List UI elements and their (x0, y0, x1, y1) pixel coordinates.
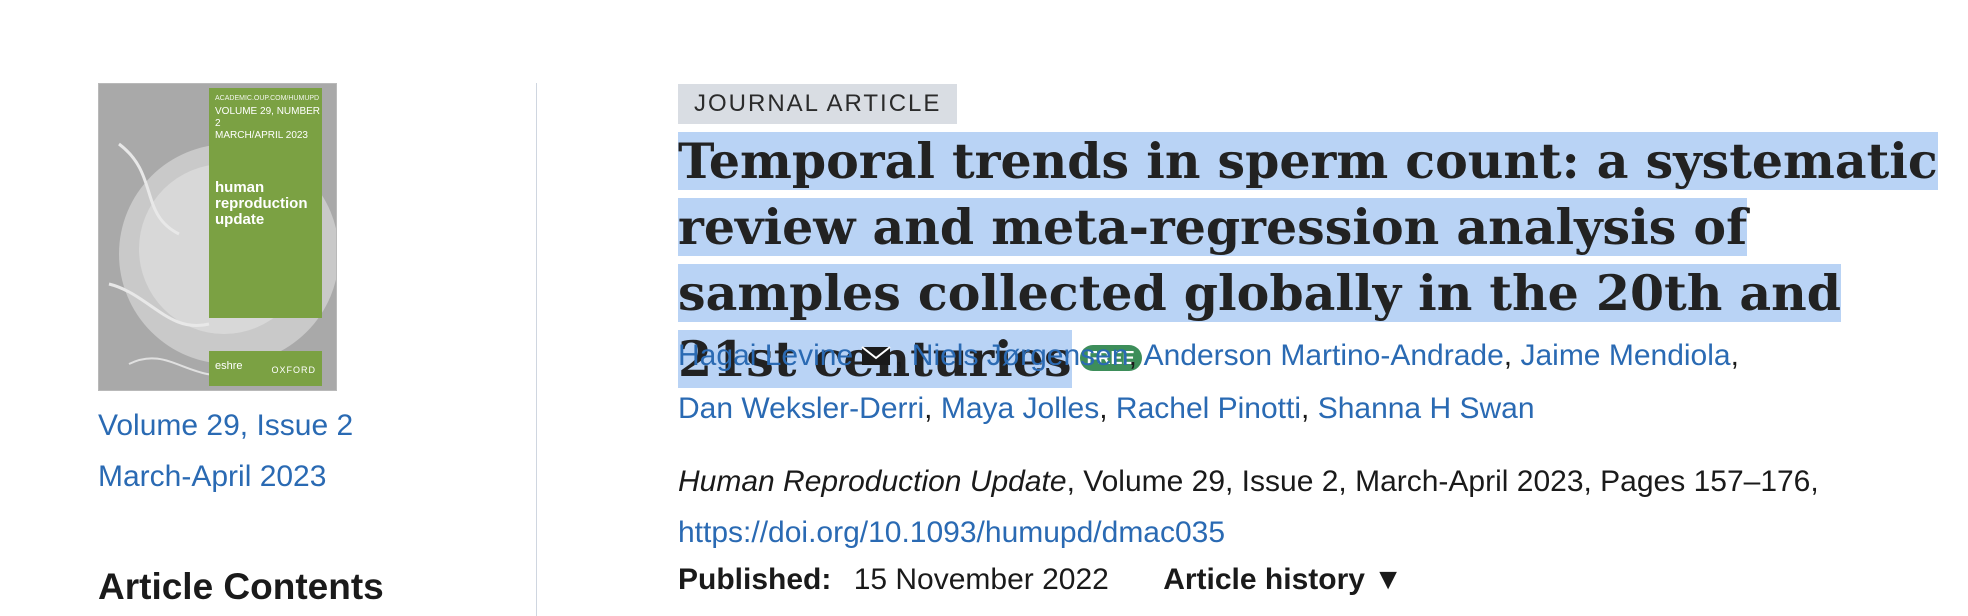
doi-link[interactable]: https://doi.org/10.1093/humupd/dmac035 (678, 516, 1226, 549)
oxford-logo: OXFORD (271, 365, 316, 375)
free-access-badge: FREE (1079, 344, 1142, 371)
article-history-toggle[interactable]: Article history ▼ (1163, 563, 1403, 596)
envelope-icon[interactable] (861, 332, 891, 383)
author-link[interactable]: Maya Jolles (940, 391, 1100, 425)
author-link[interactable]: Dan Weksler-Derri (678, 391, 925, 425)
author-link[interactable]: Rachel Pinotti (1115, 391, 1302, 425)
cover-volume: VOLUME 29, NUMBER 2 MARCH/APRIL 2023 (215, 106, 321, 141)
eshre-logo: eshre (215, 360, 243, 372)
author-link[interactable]: Jaime Mendiola (1520, 339, 1731, 372)
author-link[interactable]: Anderson Martino-Andrade (1143, 339, 1504, 372)
article-contents-heading: Article Contents (98, 566, 384, 607)
author-link[interactable]: Shanna H Swan (1317, 391, 1535, 425)
published-date: 15 November 2022 (853, 563, 1109, 596)
citation-details: , Volume 29, Issue 2, March-April 2023, … (1066, 465, 1819, 498)
article-type-badge: JOURNAL ARTICLE (678, 84, 958, 124)
citation: Human Reproduction Update, Volume 29, Is… (678, 456, 1948, 558)
author-link[interactable]: Hagai Levine (678, 339, 854, 372)
author-link[interactable]: Niels Jørgensen (911, 339, 1129, 372)
journal-cover-image[interactable]: ACADEMIC.OUP.COM/HUMUPD VOLUME 29, NUMBE… (98, 83, 337, 391)
column-divider (536, 83, 537, 616)
cover-journal-title: human reproduction update (215, 179, 308, 228)
issue-volume-link[interactable]: Volume 29, Issue 2 (98, 409, 354, 442)
author-list: Hagai Levine, Niels Jørgensen, Anderson … (678, 330, 1948, 434)
cover-website: ACADEMIC.OUP.COM/HUMUPD (215, 95, 320, 102)
published-label: Published: (678, 563, 832, 596)
published-row: Published: 15 November 2022 Article hist… (678, 560, 1403, 600)
issue-date-link[interactable]: March-April 2023 (98, 460, 327, 493)
journal-name: Human Reproduction Update (678, 465, 1067, 498)
